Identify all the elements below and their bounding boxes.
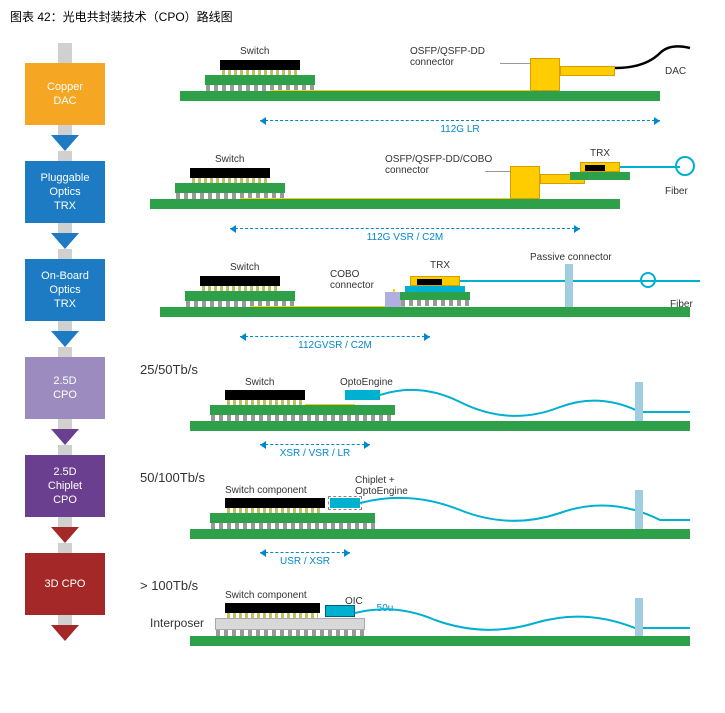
fiber-line xyxy=(620,166,680,168)
dac-label: DAC xyxy=(665,66,686,77)
metric-line xyxy=(260,552,350,553)
throughput-label: > 100Tb/s xyxy=(140,578,198,593)
metric-line xyxy=(230,228,580,229)
main-pcb xyxy=(150,199,620,209)
connector-label: OSFP/QSFP-DDconnector xyxy=(410,46,485,68)
passive-connector xyxy=(565,264,573,307)
main-pcb xyxy=(190,529,690,539)
metric-label: XSR / VSR / LR xyxy=(260,448,370,459)
metric-line xyxy=(260,120,660,121)
osfp-connector xyxy=(560,66,615,76)
diagram-onboard: Switch COBOconnector TRX Passive connect… xyxy=(130,254,715,362)
trx-label: TRX xyxy=(430,260,450,271)
switch-label: Switch xyxy=(215,154,244,165)
throughput-label: 25/50Tb/s xyxy=(140,362,198,377)
diagram-copper-dac: Switch OSFP/QSFP-DDconnector DAC 112G LR xyxy=(130,38,715,146)
switch-chip xyxy=(225,603,320,613)
passive-connector-label: Passive connector xyxy=(530,252,612,263)
stage-copper-dac: CopperDAC xyxy=(25,63,105,125)
switch-label: Switch component xyxy=(225,590,307,601)
interposer-label: Interposer xyxy=(150,616,204,630)
switch-label: Switch component xyxy=(225,485,307,496)
metric-label: 112GVSR / C2M xyxy=(240,340,430,351)
metric-line xyxy=(260,444,370,445)
interposer-block xyxy=(215,618,365,630)
arrow-icon xyxy=(51,233,79,249)
arrow-icon xyxy=(51,135,79,151)
arrow-icon xyxy=(51,429,79,445)
fiber-loop-icon xyxy=(640,272,656,288)
trx-label: TRX xyxy=(590,148,610,159)
connector-label: OSFP/QSFP-DD/COBOconnector xyxy=(385,154,492,176)
fiber-label: Fiber xyxy=(665,186,688,197)
stage-2-5d-cpo: 2.5DCPO xyxy=(25,357,105,419)
opto-engine xyxy=(345,390,380,400)
fiber-curve xyxy=(380,387,690,422)
opto-label: Chiplet +OptoEngine xyxy=(355,475,408,497)
fiber-loop-icon xyxy=(675,156,695,176)
stage-2-5d-chiplet: 2.5DChipletCPO xyxy=(25,455,105,517)
substrate xyxy=(205,75,315,85)
osfp-connector xyxy=(510,166,540,199)
switch-label: Switch xyxy=(230,262,259,273)
arrow-icon xyxy=(51,331,79,347)
trx-module xyxy=(410,276,460,286)
stage-3d-cpo: 3D CPO xyxy=(25,553,105,615)
figure-title: 图表 42：光电共封装技术（CPO）路线图 xyxy=(0,0,725,33)
metric-label: 112G LR xyxy=(260,124,660,135)
diagram-pluggable: Switch OSFP/QSFP-DD/COBOconnector TRX Fi… xyxy=(130,146,715,254)
oic-block xyxy=(325,605,355,617)
metric-line xyxy=(240,336,430,337)
fiber-line xyxy=(460,280,700,282)
switch-chip xyxy=(225,390,305,400)
main-pcb xyxy=(160,307,690,317)
switch-chip xyxy=(200,276,280,286)
diagram-column: Switch OSFP/QSFP-DDconnector DAC 112G LR… xyxy=(130,33,725,691)
switch-label: Switch xyxy=(245,377,274,388)
connector-bar xyxy=(58,43,72,63)
passive-connector xyxy=(635,598,643,636)
stage-pluggable: PluggableOpticsTRX xyxy=(25,161,105,223)
osfp-connector xyxy=(530,58,560,91)
passive-connector xyxy=(635,382,643,421)
roadmap-container: CopperDAC PluggableOpticsTRX On-BoardOpt… xyxy=(0,33,725,691)
main-pcb xyxy=(190,421,690,431)
arrow-icon xyxy=(51,527,79,543)
arrow-icon xyxy=(51,625,79,641)
metric-label: 112G VSR / C2M xyxy=(230,232,580,243)
stage-column: CopperDAC PluggableOpticsTRX On-BoardOpt… xyxy=(0,33,130,691)
stage-onboard: On-BoardOpticsTRX xyxy=(25,259,105,321)
switch-chip xyxy=(190,168,270,178)
metric-label: USR / XSR xyxy=(260,556,350,567)
main-pcb xyxy=(180,91,660,101)
switch-chip xyxy=(220,60,300,70)
fiber-label: Fiber xyxy=(670,299,693,310)
throughput-label: 50/100Tb/s xyxy=(140,470,205,485)
switch-label: Switch xyxy=(240,46,269,57)
trx-module xyxy=(580,162,620,172)
diagram-2-5d-cpo: 25/50Tb/s Switch OptoEngine XSR / VSR / … xyxy=(130,362,715,470)
switch-chip xyxy=(225,498,325,508)
diagram-3d-cpo: > 100Tb/s Switch component OIC Interpose… xyxy=(130,578,715,686)
passive-connector xyxy=(635,490,643,529)
diagram-2-5d-chiplet: 50/100Tb/s Switch component Chiplet +Opt… xyxy=(130,470,715,578)
cobo-label: COBOconnector xyxy=(330,269,374,291)
